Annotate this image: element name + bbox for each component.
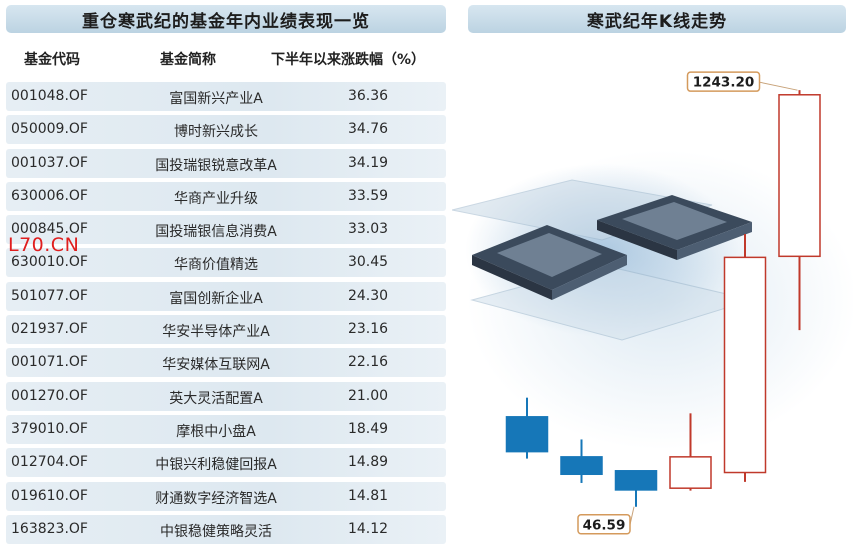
fund-table-panel: 重仓寒武纪的基金年内业绩表现一览 基金代码 基金简称 下半年以来涨跌幅（%） 0…	[6, 5, 446, 548]
candle-body	[723, 256, 767, 474]
candle-body	[505, 416, 549, 453]
change-pct-cell: 14.81	[347, 487, 389, 504]
fund-name-cell: 摩根中小盘A	[176, 423, 256, 440]
fund-code-cell: 012704.OF	[11, 454, 88, 471]
fund-name-cell: 华商价值精选	[174, 257, 258, 274]
fund-name-cell: 国投瑞银信息消费A	[155, 224, 277, 241]
chip-background-illustration	[452, 0, 853, 551]
table-row: 630006.OF 华商产业升级 33.59	[6, 181, 446, 211]
fund-name-cell: 国投瑞银锐意改革A	[155, 157, 277, 174]
watermark-text: L70.CN	[8, 234, 80, 256]
annotation-box	[577, 514, 631, 535]
candle-2	[560, 439, 603, 483]
table-row: 019610.OF 财通数字经济智选A 14.81	[6, 481, 446, 511]
fund-code-cell: 021937.OF	[11, 321, 88, 338]
change-pct-cell: 18.49	[347, 420, 389, 437]
candle-5	[723, 234, 767, 482]
candle-body	[560, 456, 603, 476]
fund-name-cell: 富国新兴产业A	[169, 91, 263, 107]
table-row: 050009.OF 博时新兴成长 34.76	[6, 115, 446, 145]
fund-name-cell: 华安媒体互联网A	[162, 357, 270, 374]
chart-title: 寒武纪年K线走势	[586, 11, 728, 32]
chip-left-icon	[472, 225, 627, 300]
change-pct-cell: 14.12	[347, 520, 389, 537]
candle-6	[778, 90, 821, 331]
change-pct-cell: 33.59	[347, 187, 389, 204]
fund-code-cell: 001048.OF	[11, 88, 88, 104]
change-pct-cell: 36.36	[347, 88, 389, 104]
fund-code-cell: 001071.OF	[11, 354, 88, 371]
change-pct-cell: 24.30	[347, 287, 389, 304]
table-row: 000845.OF 国投瑞银信息消费A 33.03	[6, 215, 446, 245]
annotation-min: 46.59	[577, 506, 635, 535]
table-row: 501077.OF 富国创新企业A 24.30	[6, 281, 446, 311]
candle-body	[778, 94, 821, 258]
change-pct-cell: 34.19	[347, 154, 389, 171]
change-pct-cell: 34.76	[347, 121, 389, 138]
table-title-banner: 重仓寒武纪的基金年内业绩表现一览	[6, 5, 446, 33]
candle-body	[669, 456, 712, 489]
table-body: 001048.OF 富国新兴产业A 36.36 050009.OF 博时新兴成长 34.7…	[6, 82, 446, 548]
kline-chart: 1243.20 46.59	[505, 71, 821, 535]
change-pct-cell: 22.16	[347, 354, 389, 371]
fund-code-cell: 050009.OF	[11, 121, 88, 138]
fund-code-cell: 379010.OF	[11, 420, 88, 437]
annotation-leader	[759, 81, 798, 91]
fund-code-cell: 001037.OF	[11, 154, 88, 171]
table-row: 012704.OF 中银兴利稳健回报A 14.89	[6, 448, 446, 478]
change-pct-cell: 30.45	[347, 254, 389, 271]
fund-name-cell: 华商产业升级	[174, 190, 258, 207]
fund-name-cell: 博时新兴成长	[174, 124, 258, 141]
fund-code-cell: 630010.OF	[11, 254, 88, 271]
chip-illustration	[452, 179, 754, 341]
fund-code-cell: 019610.OF	[11, 487, 88, 504]
fund-name-cell: 富国创新企业A	[169, 290, 263, 307]
annotation-label: 46.59	[583, 517, 626, 533]
annotation-max: 1243.20	[686, 71, 798, 92]
table-row: 001048.OF 富国新兴产业A 36.36	[6, 82, 446, 111]
change-pct-cell: 14.89	[347, 454, 389, 471]
annotation-label: 1243.20	[693, 75, 755, 91]
fund-name-cell: 英大灵活配置A	[169, 390, 263, 407]
change-pct-cell: 23.16	[347, 321, 389, 338]
header-change-pct: 下半年以来涨跌幅（%）	[271, 52, 426, 68]
header-fund-name: 基金简称	[160, 52, 216, 68]
header-fund-code: 基金代码	[24, 52, 80, 68]
annotation-box	[686, 71, 761, 92]
table-row: 379010.OF 摩根中小盘A 18.49	[6, 414, 446, 444]
fund-name-cell: 中银稳健策略灵活	[160, 523, 272, 540]
table-row: 163823.OF 中银稳健策略灵活 14.12	[6, 514, 446, 544]
change-pct-cell: 21.00	[347, 387, 389, 404]
table-row: 021937.OF 华安半导体产业A 23.16	[6, 315, 446, 345]
chip-right-icon	[597, 195, 752, 260]
fund-code-cell: 001270.OF	[11, 387, 88, 404]
fund-name-cell: 华安半导体产业A	[162, 324, 270, 341]
kline-chart-panel: 寒武纪年K线走势 1243.20 46.59	[452, 0, 853, 551]
table-row: 001071.OF 华安媒体互联网A 22.16	[6, 348, 446, 378]
candle-4	[669, 413, 712, 491]
table-row: 001270.OF 英大灵活配置A 21.00	[6, 381, 446, 411]
table-row: 630010.OF 华商价值精选 30.45	[6, 248, 446, 278]
chart-title-banner: 寒武纪年K线走势	[468, 5, 846, 33]
candle-1	[505, 397, 549, 459]
table-title: 重仓寒武纪的基金年内业绩表现一览	[82, 11, 370, 32]
fund-name-cell: 中银兴利稳健回报A	[155, 457, 277, 474]
change-pct-cell: 33.03	[347, 221, 389, 238]
fund-code-cell: 501077.OF	[11, 287, 88, 304]
fund-code-cell: 000845.OF	[11, 221, 88, 238]
candle-3	[614, 470, 658, 507]
fund-code-cell: 630006.OF	[11, 187, 88, 204]
fund-code-cell: 163823.OF	[11, 520, 88, 537]
fund-name-cell: 财通数字经济智选A	[155, 490, 277, 507]
table-row: 001037.OF 国投瑞银锐意改革A 34.19	[6, 148, 446, 178]
candle-body	[614, 470, 658, 491]
